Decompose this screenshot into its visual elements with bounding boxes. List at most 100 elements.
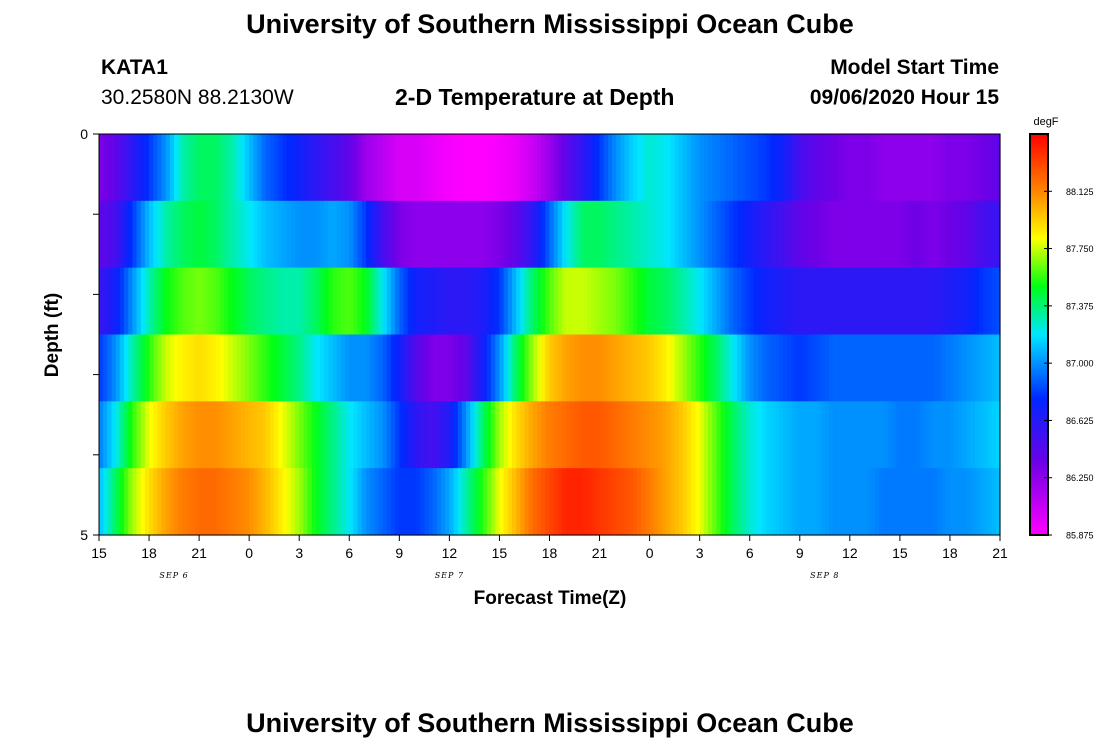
heatmap-cell [574,468,580,536]
heatmap-cell [612,134,617,202]
heatmap-cell [445,134,450,202]
heatmap-cell [457,267,463,336]
heatmap-cell [361,468,367,536]
heatmap-cell [478,267,484,336]
heatmap-cell [461,401,467,469]
heatmap-cell [399,468,405,536]
heatmap-cell [286,200,292,269]
heatmap-cell [862,401,868,469]
heatmap-cell [728,468,734,536]
heatmap-cell [733,334,738,402]
heatmap-cell [261,267,267,336]
heatmap-cell [724,134,730,202]
heatmap-cell [587,468,592,536]
heatmap-cell [407,134,413,202]
heatmap-cell [549,401,555,469]
heatmap-cell [370,267,375,336]
heatmap-cell [407,401,413,469]
heatmap-cell [691,334,697,402]
heatmap-cell [491,200,496,269]
heatmap-cell [353,267,359,336]
heatmap-cell [691,134,697,202]
heatmap-cell [603,401,609,469]
heatmap-cell [249,200,254,269]
heatmap-cell [607,200,613,269]
heatmap-cell [557,200,563,269]
heatmap-cell [124,401,129,469]
heatmap-cell [808,468,813,536]
heatmap-cell [386,334,392,402]
heatmap-cell [787,134,793,202]
heatmap-cell [578,267,584,336]
heatmap-cell [841,334,847,402]
heatmap-cell [449,200,455,269]
heatmap-cell [178,134,184,202]
heatmap-cell [662,401,667,469]
heatmap-cell [357,334,363,402]
heatmap-cell [724,468,730,536]
heatmap-cell [390,200,396,269]
heatmap-cell [270,134,275,202]
heatmap-cell [253,468,259,536]
heatmap-cell [190,134,196,202]
heatmap-cell [995,334,1001,402]
heatmap-cell [328,401,334,469]
heatmap-cell [503,200,509,269]
heatmap-cell [641,267,647,336]
heatmap-cell [991,334,997,402]
heatmap-cell [637,401,642,469]
heatmap-cell [466,134,471,202]
heatmap-cell [628,134,634,202]
heatmap-cell [662,134,667,202]
heatmap-cell [420,267,425,336]
heatmap-cell [303,267,309,336]
heatmap-cell [582,334,588,402]
heatmap-cell [833,334,838,402]
heatmap-cell [720,468,726,536]
heatmap-cell [103,134,108,202]
heatmap-cell [349,134,355,202]
heatmap-cell [194,468,200,536]
heatmap-cell [954,200,959,269]
heatmap-cell [816,267,822,336]
x-tick-label: 12 [842,545,858,561]
heatmap-cell [578,468,584,536]
heatmap-cell [799,334,805,402]
heatmap-cell [803,468,809,536]
heatmap-cell [520,401,526,469]
heatmap-cell [140,200,146,269]
heatmap-cell [899,468,905,536]
heatmap-cell [887,468,893,536]
heatmap-cell [274,401,279,469]
heatmap-cell [991,134,997,202]
heatmap-cell [845,401,851,469]
heatmap-cell [311,134,317,202]
heatmap-cell [649,468,655,536]
heatmap-cell [570,334,576,402]
heatmap-cell [733,134,738,202]
heatmap-cell [428,334,434,402]
heatmap-cell [174,468,179,536]
colorbar-gradient [1029,133,1049,536]
heatmap-cell [562,468,567,536]
heatmap-cell [870,468,876,536]
heatmap-cell [511,267,517,336]
heatmap-cell [653,401,659,469]
heatmap-cell [466,334,471,402]
heatmap-cell [215,134,221,202]
heatmap-cell [228,267,234,336]
heatmap-cell [837,200,843,269]
heatmap-cell [979,334,984,402]
heatmap-cell [904,200,909,269]
heatmap-cell [424,200,430,269]
heatmap-cell [682,134,688,202]
heatmap-cell [670,401,676,469]
heatmap-cell [274,334,279,402]
heatmap-cell [637,200,642,269]
heatmap-cell [899,267,905,336]
station-id: KATA1 [101,56,168,79]
heatmap-cell [703,401,709,469]
heatmap-cell [954,401,959,469]
heatmap-cell [603,468,609,536]
heatmap-cell [941,401,947,469]
